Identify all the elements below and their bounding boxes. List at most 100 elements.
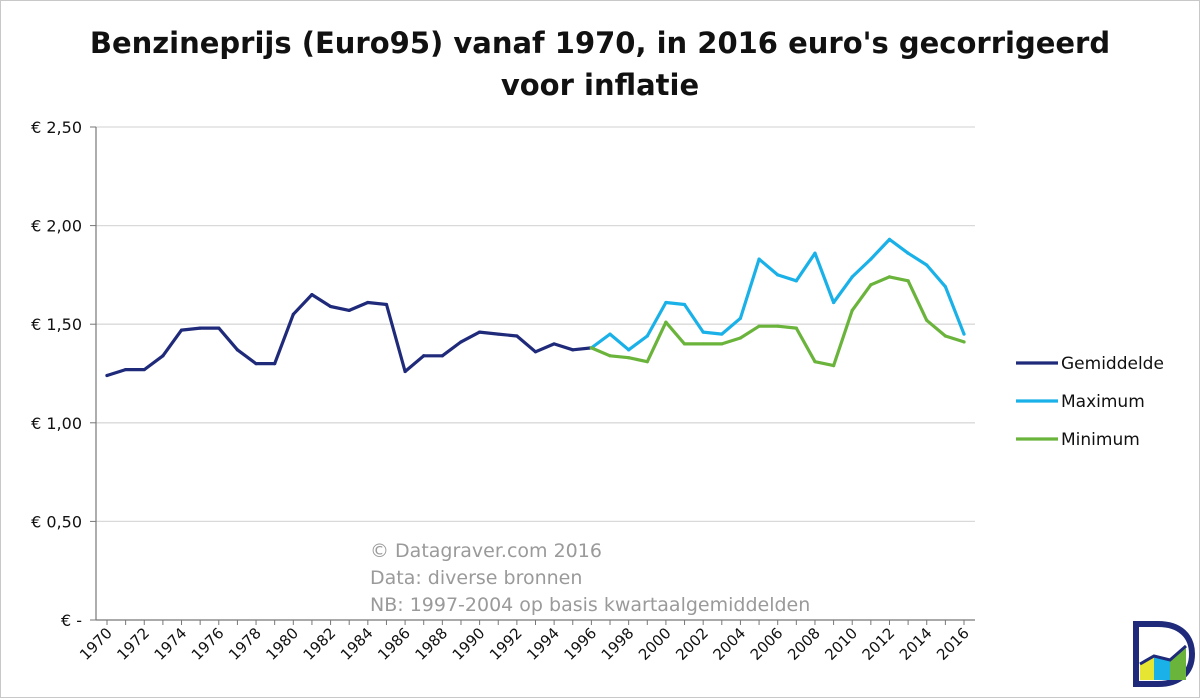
data-point-minimum — [664, 320, 668, 324]
chart-title: Benzineprijs (Euro95) vanaf 1970, in 201… — [0, 22, 1200, 106]
annotation-source: Data: diverse bronnen — [370, 567, 582, 589]
data-point-minimum — [627, 356, 631, 360]
y-tick-label: € - — [61, 611, 82, 630]
data-point-minimum — [757, 324, 761, 328]
series-line-minimum — [589, 275, 966, 368]
data-point-maximum — [831, 300, 836, 305]
logo-trend-line — [1139, 644, 1187, 666]
x-tick-label: 2006 — [747, 624, 787, 664]
data-point-minimum — [701, 342, 705, 346]
x-tick-label: 2014 — [896, 624, 936, 664]
data-point-maximum — [869, 257, 873, 261]
x-tick-label: 1998 — [598, 624, 638, 664]
data-point-gemiddelde — [179, 328, 184, 332]
data-point-minimum — [608, 354, 612, 358]
data-point-maximum — [887, 237, 892, 242]
series-layer — [105, 237, 966, 378]
data-point-gemiddelde — [459, 340, 463, 344]
x-tick-label: 1978 — [225, 624, 265, 664]
data-point-minimum — [645, 360, 649, 364]
data-point-gemiddelde — [422, 354, 426, 358]
data-point-minimum — [962, 340, 966, 344]
data-point-maximum — [627, 348, 631, 352]
x-tick-label: 1988 — [411, 624, 451, 664]
data-point-gemiddelde — [217, 326, 221, 330]
x-tick-label: 1976 — [188, 624, 228, 664]
data-point-minimum — [720, 342, 724, 346]
data-point-gemiddelde — [515, 334, 519, 338]
x-tick-label: 1974 — [151, 624, 191, 664]
x-tick-label: 1984 — [337, 624, 377, 664]
x-tick-label: 2008 — [784, 624, 824, 664]
x-tick-label: 1992 — [486, 624, 526, 664]
data-point-gemiddelde — [161, 354, 165, 358]
data-point-gemiddelde — [105, 373, 109, 378]
data-point-gemiddelde — [142, 367, 146, 372]
data-point-minimum — [943, 334, 947, 338]
data-point-maximum — [850, 275, 854, 279]
data-point-minimum — [794, 326, 798, 330]
data-point-maximum — [906, 251, 910, 255]
datagraver-logo — [1133, 621, 1196, 687]
grid-layer — [96, 126, 975, 523]
data-point-minimum — [869, 283, 873, 287]
data-point-minimum — [776, 324, 780, 328]
logo-bar-green — [1170, 648, 1186, 680]
x-tick-label: 2000 — [635, 624, 675, 664]
x-tick-label: 1990 — [449, 624, 489, 664]
data-point-gemiddelde — [254, 362, 258, 366]
data-point-minimum — [738, 336, 743, 340]
data-point-gemiddelde — [328, 304, 333, 309]
data-point-minimum — [682, 342, 687, 346]
data-point-maximum — [701, 330, 705, 334]
logo-bar-blue — [1154, 656, 1170, 680]
series-line-maximum — [589, 237, 966, 352]
data-point-minimum — [589, 346, 593, 350]
data-point-maximum — [682, 302, 687, 307]
x-tick-label: 2002 — [672, 624, 712, 664]
data-point-maximum — [813, 251, 817, 255]
x-tick-label: 1986 — [374, 624, 414, 664]
x-tick-label: 1970 — [76, 624, 116, 664]
legend-label-minimum: Minimum — [1061, 430, 1140, 450]
data-point-gemiddelde — [366, 300, 370, 305]
y-tick-label: € 1,00 — [31, 414, 82, 433]
y-tick-label: € 0,50 — [31, 512, 82, 531]
x-tick-label: 1996 — [560, 624, 600, 664]
x-tick-label: 1982 — [300, 624, 340, 664]
x-tick-label: 1980 — [262, 624, 302, 664]
data-point-minimum — [925, 318, 929, 322]
data-point-maximum — [757, 257, 761, 261]
data-point-gemiddelde — [310, 293, 314, 297]
annotation-copyright: © Datagraver.com 2016 — [370, 540, 602, 562]
series-line-gemiddelde — [105, 293, 593, 378]
data-point-gemiddelde — [552, 342, 556, 346]
legend: Gemiddelde Maximum Minimum — [1016, 354, 1164, 450]
data-point-maximum — [943, 285, 947, 289]
data-point-gemiddelde — [291, 312, 295, 316]
data-point-minimum — [906, 279, 910, 283]
data-point-gemiddelde — [571, 348, 575, 352]
data-point-maximum — [720, 332, 724, 336]
data-point-gemiddelde — [347, 308, 351, 312]
x-tick-label: 2016 — [933, 624, 973, 664]
x-tick-label: 1994 — [523, 624, 563, 664]
legend-label-gemiddelde: Gemiddelde — [1061, 354, 1164, 374]
data-point-maximum — [664, 300, 668, 305]
x-tick-label: 2012 — [859, 624, 899, 664]
chart-title-line-2: voor inflatie — [500, 68, 700, 102]
annotation-note: NB: 1997-2004 op basis kwartaalgemiddeld… — [370, 594, 810, 616]
x-tick-label: 2004 — [710, 624, 750, 664]
chart-title-line-1: Benzineprijs (Euro95) vanaf 1970, in 201… — [89, 26, 1111, 60]
data-point-gemiddelde — [478, 330, 482, 334]
data-point-minimum — [831, 364, 836, 368]
data-point-maximum — [645, 334, 649, 338]
data-point-minimum — [813, 360, 817, 364]
data-point-gemiddelde — [496, 332, 500, 336]
legend-label-maximum: Maximum — [1061, 392, 1145, 412]
data-point-minimum — [887, 275, 892, 279]
data-point-maximum — [962, 332, 966, 336]
data-point-maximum — [794, 279, 798, 283]
y-tick-label: € 2,00 — [31, 217, 82, 236]
